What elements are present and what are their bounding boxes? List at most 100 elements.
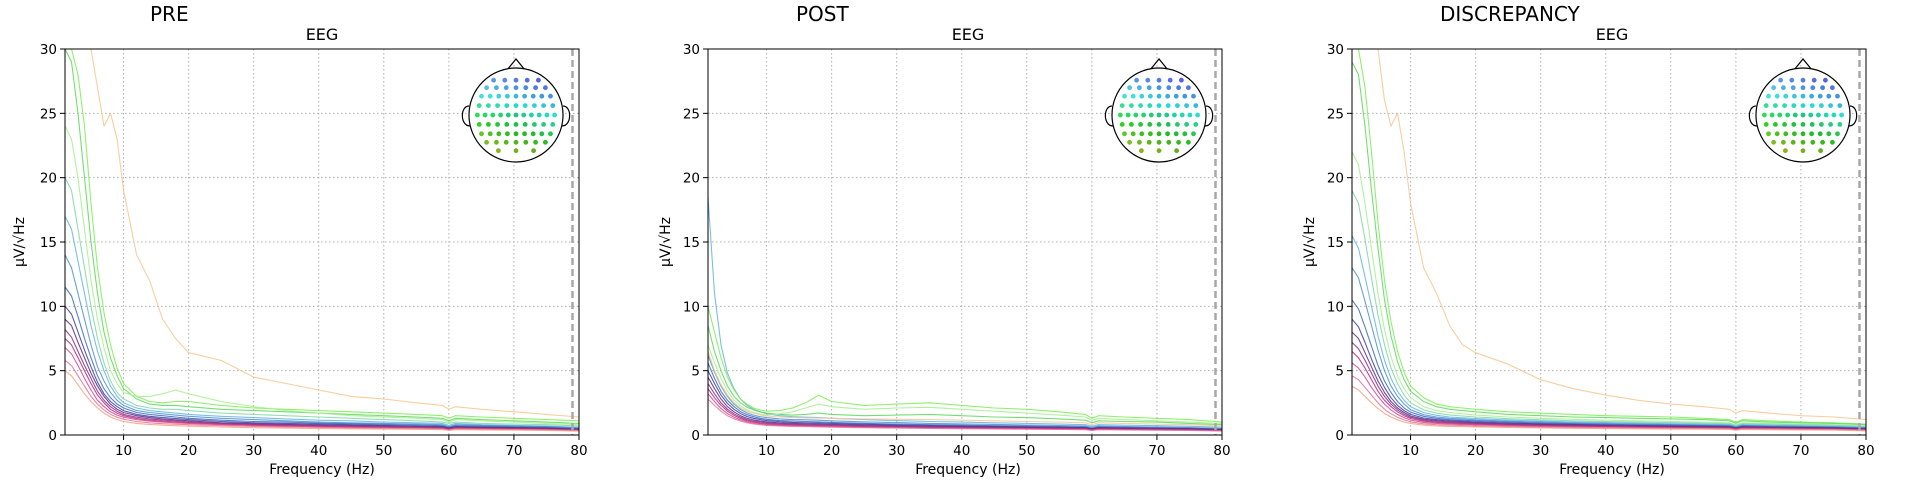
sensor-dot <box>550 103 556 108</box>
x-tick-label: 60 <box>1083 443 1100 459</box>
series-line-13 <box>1352 385 1866 432</box>
y-tick-label: 20 <box>1327 171 1344 187</box>
sensor-dot <box>476 103 482 108</box>
sensor-dot <box>496 148 501 154</box>
x-tick-label: 50 <box>1018 443 1035 459</box>
left-ear-outline <box>461 105 471 127</box>
sensor-dot <box>1817 131 1823 137</box>
sensor-dot <box>1173 131 1179 137</box>
x-tick-label: 10 <box>115 443 132 459</box>
panel-title: POST <box>796 2 849 26</box>
series-line-0 <box>1352 49 1866 425</box>
sensor-dot <box>1137 85 1142 91</box>
series-line-4 <box>65 216 579 428</box>
sensor-dot <box>1130 93 1136 99</box>
y-tick-label: 0 <box>691 428 700 444</box>
x-tick-label: 10 <box>758 443 775 459</box>
panel-pre: PRE EEG Frequency (Hz) µV/√Hz 10 20 30 40 50… <box>12 2 588 478</box>
sensor-dot <box>1129 103 1134 108</box>
panel-post: POST EEG Frequency (Hz) µV/√Hz 10 20 30 40 5… <box>658 2 1231 478</box>
sensor-dot <box>496 131 502 137</box>
sensor-dot <box>1792 131 1797 137</box>
y-tick-label: 0 <box>48 428 57 444</box>
series-line-6 <box>1352 299 1866 429</box>
series-line-6 <box>65 286 579 430</box>
sensor-dot <box>1134 77 1139 83</box>
sensor-dot <box>522 122 528 127</box>
series-line-0 <box>65 49 579 422</box>
sensor-dot <box>1820 85 1825 91</box>
series-line-2 <box>1352 151 1866 427</box>
sensor-dot <box>1837 122 1843 127</box>
y-axis-label: µV/√Hz <box>1302 217 1318 267</box>
sensor-dot <box>1156 85 1162 91</box>
sensor-dot <box>513 85 519 91</box>
series-line-13 <box>65 370 579 432</box>
sensor-dot <box>524 77 530 83</box>
sensor-dot <box>1811 77 1817 83</box>
sensor-dot <box>1165 131 1170 137</box>
y-tick-label: 20 <box>683 171 700 187</box>
x-tick-label: 40 <box>953 443 970 459</box>
sensor-dot <box>513 93 519 99</box>
sensor-dot <box>1766 131 1771 137</box>
sensor-dot <box>513 139 519 145</box>
series-line-1 <box>1352 61 1866 426</box>
sensor-dot <box>548 93 553 99</box>
sensor-dot <box>1166 85 1172 91</box>
sensor-dot <box>530 93 536 99</box>
x-tick-label: 20 <box>1467 443 1484 459</box>
sensor-dot <box>1186 85 1191 91</box>
panel-title: DISCREPANCY <box>1440 2 1581 26</box>
sensor-dot <box>1138 103 1143 108</box>
sensor-topomap <box>1104 58 1214 163</box>
sensor-dot <box>1771 139 1776 145</box>
sensor-dot <box>1792 93 1797 99</box>
sensor-dot <box>1130 131 1136 137</box>
y-tick-label: 30 <box>683 42 700 58</box>
panel-discrepancy: DISCREPANCY EEG Frequency (Hz) µV/√Hz 10… <box>1302 2 1875 478</box>
sensor-dot <box>529 112 534 118</box>
y-tick-label: 25 <box>1327 106 1344 122</box>
x-axis-label: Frequency (Hz) <box>915 462 1021 478</box>
sensor-dot <box>1193 103 1199 108</box>
sensor-dot <box>1762 112 1767 118</box>
x-axis-label: Frequency (Hz) <box>1559 462 1665 478</box>
sensor-dot <box>1164 112 1170 118</box>
sensor-dot <box>543 85 548 91</box>
sensor-dot <box>1828 122 1833 127</box>
sensor-dot <box>1777 112 1783 118</box>
y-tick-label: 10 <box>683 299 700 315</box>
sensor-dot <box>486 122 491 127</box>
sensor-dot <box>491 77 496 83</box>
y-tick-label: 10 <box>40 299 57 315</box>
sensor-dot <box>503 85 509 91</box>
right-ear-outline <box>1848 105 1858 127</box>
sensor-dot <box>1783 93 1789 99</box>
sensor-dot <box>1184 122 1189 127</box>
series-line-3 <box>1352 190 1866 428</box>
sensor-dot <box>522 103 528 108</box>
series-line-2 <box>65 125 579 426</box>
sensor-dot <box>531 148 536 154</box>
sensor-dot <box>1122 93 1127 99</box>
sensor-dot <box>498 112 503 118</box>
series-group <box>1352 49 1866 432</box>
series-line-1 <box>65 49 579 424</box>
sensor-topomap <box>461 58 571 163</box>
y-tick-label: 5 <box>1335 364 1344 380</box>
sensor-dot <box>513 103 519 108</box>
sensor-dot <box>1165 122 1171 127</box>
series-line-12 <box>1352 375 1866 431</box>
sensor-dot <box>1182 93 1188 99</box>
y-tick-label: 15 <box>683 235 700 251</box>
x-tick-label: 40 <box>310 443 327 459</box>
series-line-0 <box>708 196 1222 428</box>
sensor-dot <box>504 122 510 127</box>
sensor-dot <box>532 103 537 108</box>
sensor-dot <box>522 131 527 137</box>
x-tick-label: 60 <box>1727 443 1744 459</box>
x-axis-label: Frequency (Hz) <box>269 462 375 478</box>
sensor-dot <box>521 112 527 118</box>
